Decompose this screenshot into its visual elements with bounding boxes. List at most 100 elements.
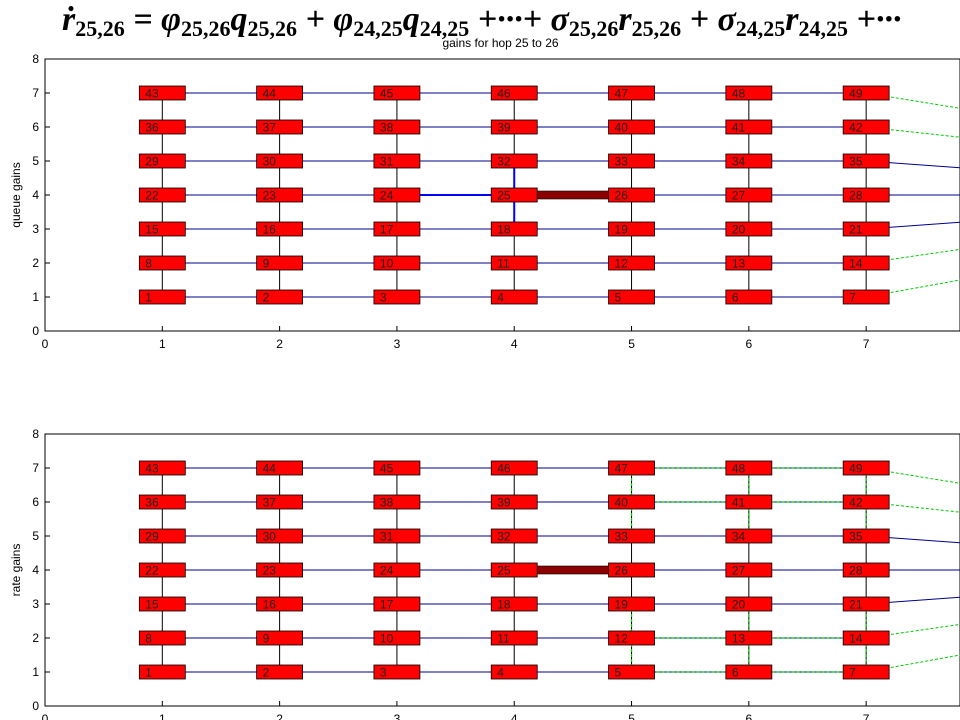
y-tick-label: 1 (32, 290, 39, 304)
node-label-6: 6 (732, 666, 739, 680)
node-label-13: 13 (732, 632, 746, 646)
node-31 (373, 153, 421, 169)
node-29 (138, 153, 186, 169)
node-10 (373, 630, 421, 646)
node-38 (373, 494, 421, 510)
equation-header: ṙ25,26 = φ25,26q25,26 + φ24,25q24,25 +··… (0, 0, 960, 41)
node-32 (490, 153, 538, 169)
node-label-21: 21 (849, 598, 863, 612)
node-label-35: 35 (849, 155, 863, 169)
node-41 (725, 494, 773, 510)
node-46 (490, 460, 538, 476)
node-label-40: 40 (615, 121, 629, 135)
eq-t8-sub: 24,25 (798, 16, 849, 41)
node-16 (256, 596, 304, 612)
node-label-30: 30 (263, 155, 277, 169)
node-17 (373, 221, 421, 237)
eq-t4-sub: 24,25 (419, 16, 470, 41)
node-label-33: 33 (615, 530, 629, 544)
node-label-29: 29 (145, 530, 159, 544)
node-label-6: 6 (732, 291, 739, 305)
node-8 (138, 255, 186, 271)
node-4 (490, 289, 538, 305)
node-13 (725, 630, 773, 646)
node-24 (373, 187, 421, 203)
node-33 (608, 153, 655, 169)
node-47 (608, 85, 655, 101)
x-tick-label: 3 (394, 337, 401, 351)
node-28 (842, 187, 890, 203)
eq-t2: q (230, 1, 248, 38)
node-24 (373, 562, 421, 578)
node-19 (608, 221, 655, 237)
node-label-31: 31 (380, 530, 394, 544)
y-tick-label: 8 (32, 427, 39, 441)
node-label-3: 3 (380, 666, 387, 680)
node-17 (373, 596, 421, 612)
y-tick-label: 8 (32, 52, 39, 66)
y-tick-label: 5 (32, 529, 39, 543)
node-15 (138, 596, 186, 612)
node-label-36: 36 (145, 496, 159, 510)
y-tick-label: 7 (32, 461, 39, 475)
node-label-2: 2 (263, 666, 270, 680)
node-39 (490, 494, 538, 510)
x-tick-label: 7 (863, 712, 870, 720)
node-label-37: 37 (263, 121, 277, 135)
node-label-16: 16 (263, 223, 277, 237)
node-label-1: 1 (145, 291, 152, 305)
x-tick-label: 4 (511, 712, 518, 720)
node-label-35: 35 (849, 530, 863, 544)
node-label-41: 41 (732, 496, 746, 510)
y-tick-label: 6 (32, 120, 39, 134)
node-label-32: 32 (497, 155, 511, 169)
node-label-39: 39 (497, 496, 511, 510)
node-31 (373, 528, 421, 544)
node-47 (608, 460, 655, 476)
node-9 (256, 255, 304, 271)
node-label-25: 25 (497, 564, 511, 578)
node-29 (138, 528, 186, 544)
y-tick-label: 0 (32, 699, 39, 713)
node-10 (373, 255, 421, 271)
node-11 (490, 255, 538, 271)
eq-t1-sub: 25,26 (181, 16, 231, 41)
node-label-32: 32 (497, 530, 511, 544)
eq-t5: +···+ σ (477, 1, 569, 38)
node-40 (608, 119, 655, 135)
node-label-21: 21 (849, 223, 863, 237)
node-label-4: 4 (497, 666, 504, 680)
node-27 (725, 187, 773, 203)
node-label-13: 13 (732, 257, 746, 271)
node-label-22: 22 (145, 564, 159, 578)
node-42 (842, 494, 890, 510)
node-15 (138, 221, 186, 237)
node-label-38: 38 (380, 496, 394, 510)
node-label-2: 2 (263, 291, 270, 305)
node-label-11: 11 (497, 632, 510, 646)
node-label-45: 45 (380, 462, 394, 476)
x-tick-label: 6 (746, 337, 753, 351)
node-label-37: 37 (263, 496, 277, 510)
node-label-19: 19 (615, 598, 629, 612)
node-7 (842, 664, 890, 680)
y-tick-label: 6 (32, 495, 39, 509)
node-label-42: 42 (849, 496, 863, 510)
eq-lhs: ṙ (62, 1, 76, 38)
node-label-28: 28 (849, 189, 863, 203)
node-label-34: 34 (732, 530, 746, 544)
node-label-18: 18 (497, 598, 511, 612)
eq-t7: + σ (689, 1, 736, 38)
node-label-27: 27 (732, 189, 746, 203)
node-16 (256, 221, 304, 237)
node-label-25: 25 (497, 189, 511, 203)
node-label-9: 9 (263, 257, 270, 271)
node-label-9: 9 (263, 632, 270, 646)
node-37 (256, 494, 304, 510)
node-label-22: 22 (145, 189, 159, 203)
node-4 (490, 664, 538, 680)
eq-t3-sub: 24,25 (353, 16, 403, 41)
y-tick-label: 0 (32, 324, 39, 338)
